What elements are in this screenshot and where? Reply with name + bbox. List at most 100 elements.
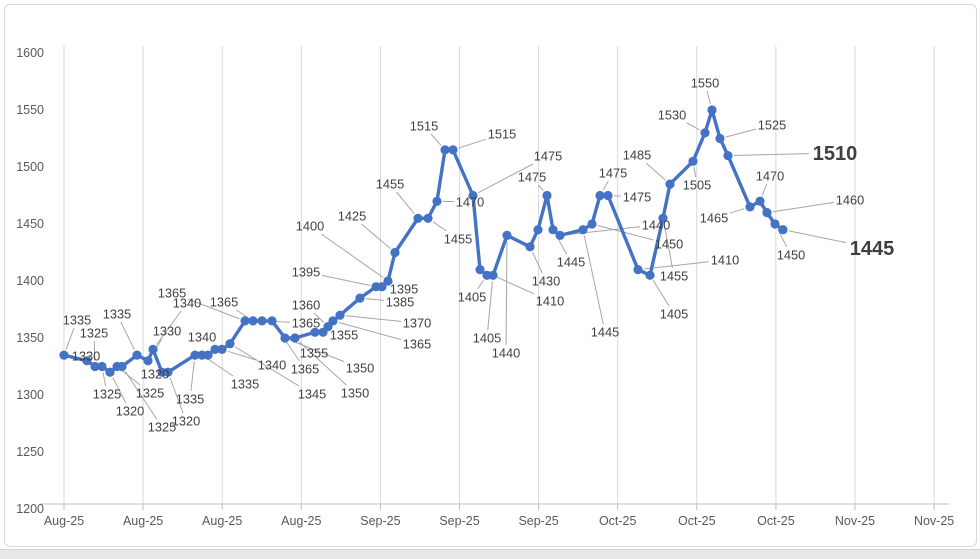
data-point-marker[interactable] bbox=[225, 339, 235, 349]
data-point-marker[interactable] bbox=[143, 356, 153, 366]
data-label: 1325 bbox=[148, 420, 176, 435]
data-point-marker[interactable] bbox=[665, 179, 675, 189]
data-point-marker[interactable] bbox=[440, 145, 450, 155]
leader-line bbox=[597, 225, 654, 241]
y-axis-labels: 1600 1550 1500 1450 1400 1350 1300 1250 1200 bbox=[16, 46, 44, 516]
data-point-markers[interactable] bbox=[59, 105, 788, 377]
leader-line bbox=[321, 274, 371, 286]
data-label: 1365 bbox=[158, 286, 186, 301]
data-point-marker[interactable] bbox=[587, 219, 597, 229]
leader-line bbox=[169, 377, 184, 414]
data-point-marker[interactable] bbox=[117, 361, 127, 372]
data-point-marker[interactable] bbox=[525, 242, 535, 252]
data-point-marker[interactable] bbox=[633, 265, 643, 275]
data-point-marker[interactable] bbox=[745, 202, 755, 212]
leader-line bbox=[430, 133, 442, 146]
data-point-marker[interactable] bbox=[240, 316, 250, 326]
data-point-marker[interactable] bbox=[210, 344, 220, 354]
data-point-marker[interactable] bbox=[257, 316, 267, 326]
leader-line bbox=[93, 340, 96, 361]
x-tick-label: Oct-25 bbox=[678, 514, 716, 528]
data-point-marker[interactable] bbox=[448, 145, 458, 155]
data-point-marker[interactable] bbox=[377, 282, 387, 292]
data-point-marker[interactable] bbox=[423, 213, 433, 223]
x-tick-label: Nov-25 bbox=[835, 514, 875, 528]
data-point-marker[interactable] bbox=[335, 310, 345, 320]
data-point-marker[interactable] bbox=[755, 196, 765, 206]
data-point-marker[interactable] bbox=[700, 128, 710, 138]
data-point-marker[interactable] bbox=[707, 105, 717, 115]
data-point-marker[interactable] bbox=[163, 367, 173, 377]
data-label: 1325 bbox=[80, 326, 108, 341]
chart-card[interactable]: 1600 1550 1500 1450 1400 1350 1300 1250 1200 Aug-… bbox=[4, 4, 977, 547]
data-point-marker[interactable] bbox=[468, 190, 478, 201]
data-point-marker[interactable] bbox=[59, 350, 69, 360]
data-point-marker[interactable] bbox=[132, 350, 142, 360]
data-point-marker[interactable] bbox=[97, 361, 107, 372]
x-tick-label: Nov-25 bbox=[914, 514, 954, 528]
data-point-marker[interactable] bbox=[82, 356, 92, 366]
data-label: 1470 bbox=[456, 195, 484, 210]
leader-line bbox=[643, 261, 710, 270]
data-point-marker[interactable] bbox=[762, 208, 772, 218]
data-point-marker[interactable] bbox=[488, 270, 498, 280]
leader-line bbox=[706, 90, 711, 105]
data-point-marker[interactable] bbox=[603, 190, 613, 201]
data-point-marker[interactable] bbox=[432, 196, 442, 206]
data-label: 1385 bbox=[386, 295, 414, 310]
data-point-marker[interactable] bbox=[280, 333, 290, 343]
data-point-marker[interactable] bbox=[658, 213, 668, 223]
leader-line bbox=[477, 279, 484, 290]
data-label: 1515 bbox=[488, 127, 516, 142]
data-label: 1355 bbox=[300, 346, 328, 361]
leader-line bbox=[187, 298, 240, 320]
x-tick-label: Aug-25 bbox=[123, 514, 163, 528]
data-point-marker[interactable] bbox=[578, 225, 588, 235]
data-point-marker[interactable] bbox=[715, 133, 725, 144]
data-label: 1350 bbox=[346, 361, 374, 376]
data-point-marker[interactable] bbox=[390, 247, 400, 258]
data-point-marker[interactable] bbox=[542, 190, 552, 201]
data-point-marker[interactable] bbox=[723, 151, 733, 161]
data-point-marker[interactable] bbox=[355, 293, 365, 303]
data-point-marker[interactable] bbox=[778, 225, 788, 235]
data-label: 1330 bbox=[153, 324, 181, 339]
data-label: 1460 bbox=[836, 193, 864, 208]
y-tick-label: 1200 bbox=[16, 502, 44, 516]
data-point-marker[interactable] bbox=[105, 367, 115, 377]
leader-line bbox=[725, 128, 757, 138]
data-point-marker[interactable] bbox=[90, 361, 100, 372]
data-point-marker[interactable] bbox=[595, 190, 605, 201]
data-label: 1525 bbox=[758, 118, 786, 133]
data-point-marker[interactable] bbox=[475, 265, 485, 275]
data-point-marker[interactable] bbox=[533, 225, 543, 235]
data-point-marker[interactable] bbox=[290, 333, 300, 343]
data-point-marker[interactable] bbox=[310, 327, 320, 337]
data-point-marker[interactable] bbox=[770, 219, 780, 229]
data-point-marker[interactable] bbox=[548, 225, 558, 235]
line-chart[interactable]: 160015501500145014001350130012501200Aug-… bbox=[5, 5, 974, 544]
data-point-marker[interactable] bbox=[267, 316, 277, 326]
data-point-marker[interactable] bbox=[413, 213, 423, 223]
data-label: 1455 bbox=[376, 177, 404, 192]
data-point-marker[interactable] bbox=[383, 276, 393, 286]
x-tick-label: Aug-25 bbox=[44, 514, 84, 528]
data-label: 1475 bbox=[518, 170, 546, 185]
data-point-marker[interactable] bbox=[148, 344, 158, 354]
data-point-marker[interactable] bbox=[248, 316, 258, 326]
data-label: 1425 bbox=[338, 209, 366, 224]
data-point-marker[interactable] bbox=[555, 230, 565, 240]
leader-line bbox=[361, 223, 391, 249]
data-point-marker[interactable] bbox=[688, 156, 698, 166]
data-point-marker[interactable] bbox=[217, 344, 227, 354]
data-label: 1320 bbox=[141, 367, 169, 382]
x-tick-label: Sep-25 bbox=[360, 514, 400, 528]
data-point-marker[interactable] bbox=[203, 350, 213, 360]
data-label: 1405 bbox=[458, 290, 486, 305]
leader-line bbox=[190, 361, 195, 392]
data-point-marker[interactable] bbox=[502, 230, 512, 240]
data-point-marker[interactable] bbox=[190, 350, 200, 360]
data-point-marker[interactable] bbox=[645, 270, 655, 280]
data-point-marker[interactable] bbox=[328, 316, 338, 326]
